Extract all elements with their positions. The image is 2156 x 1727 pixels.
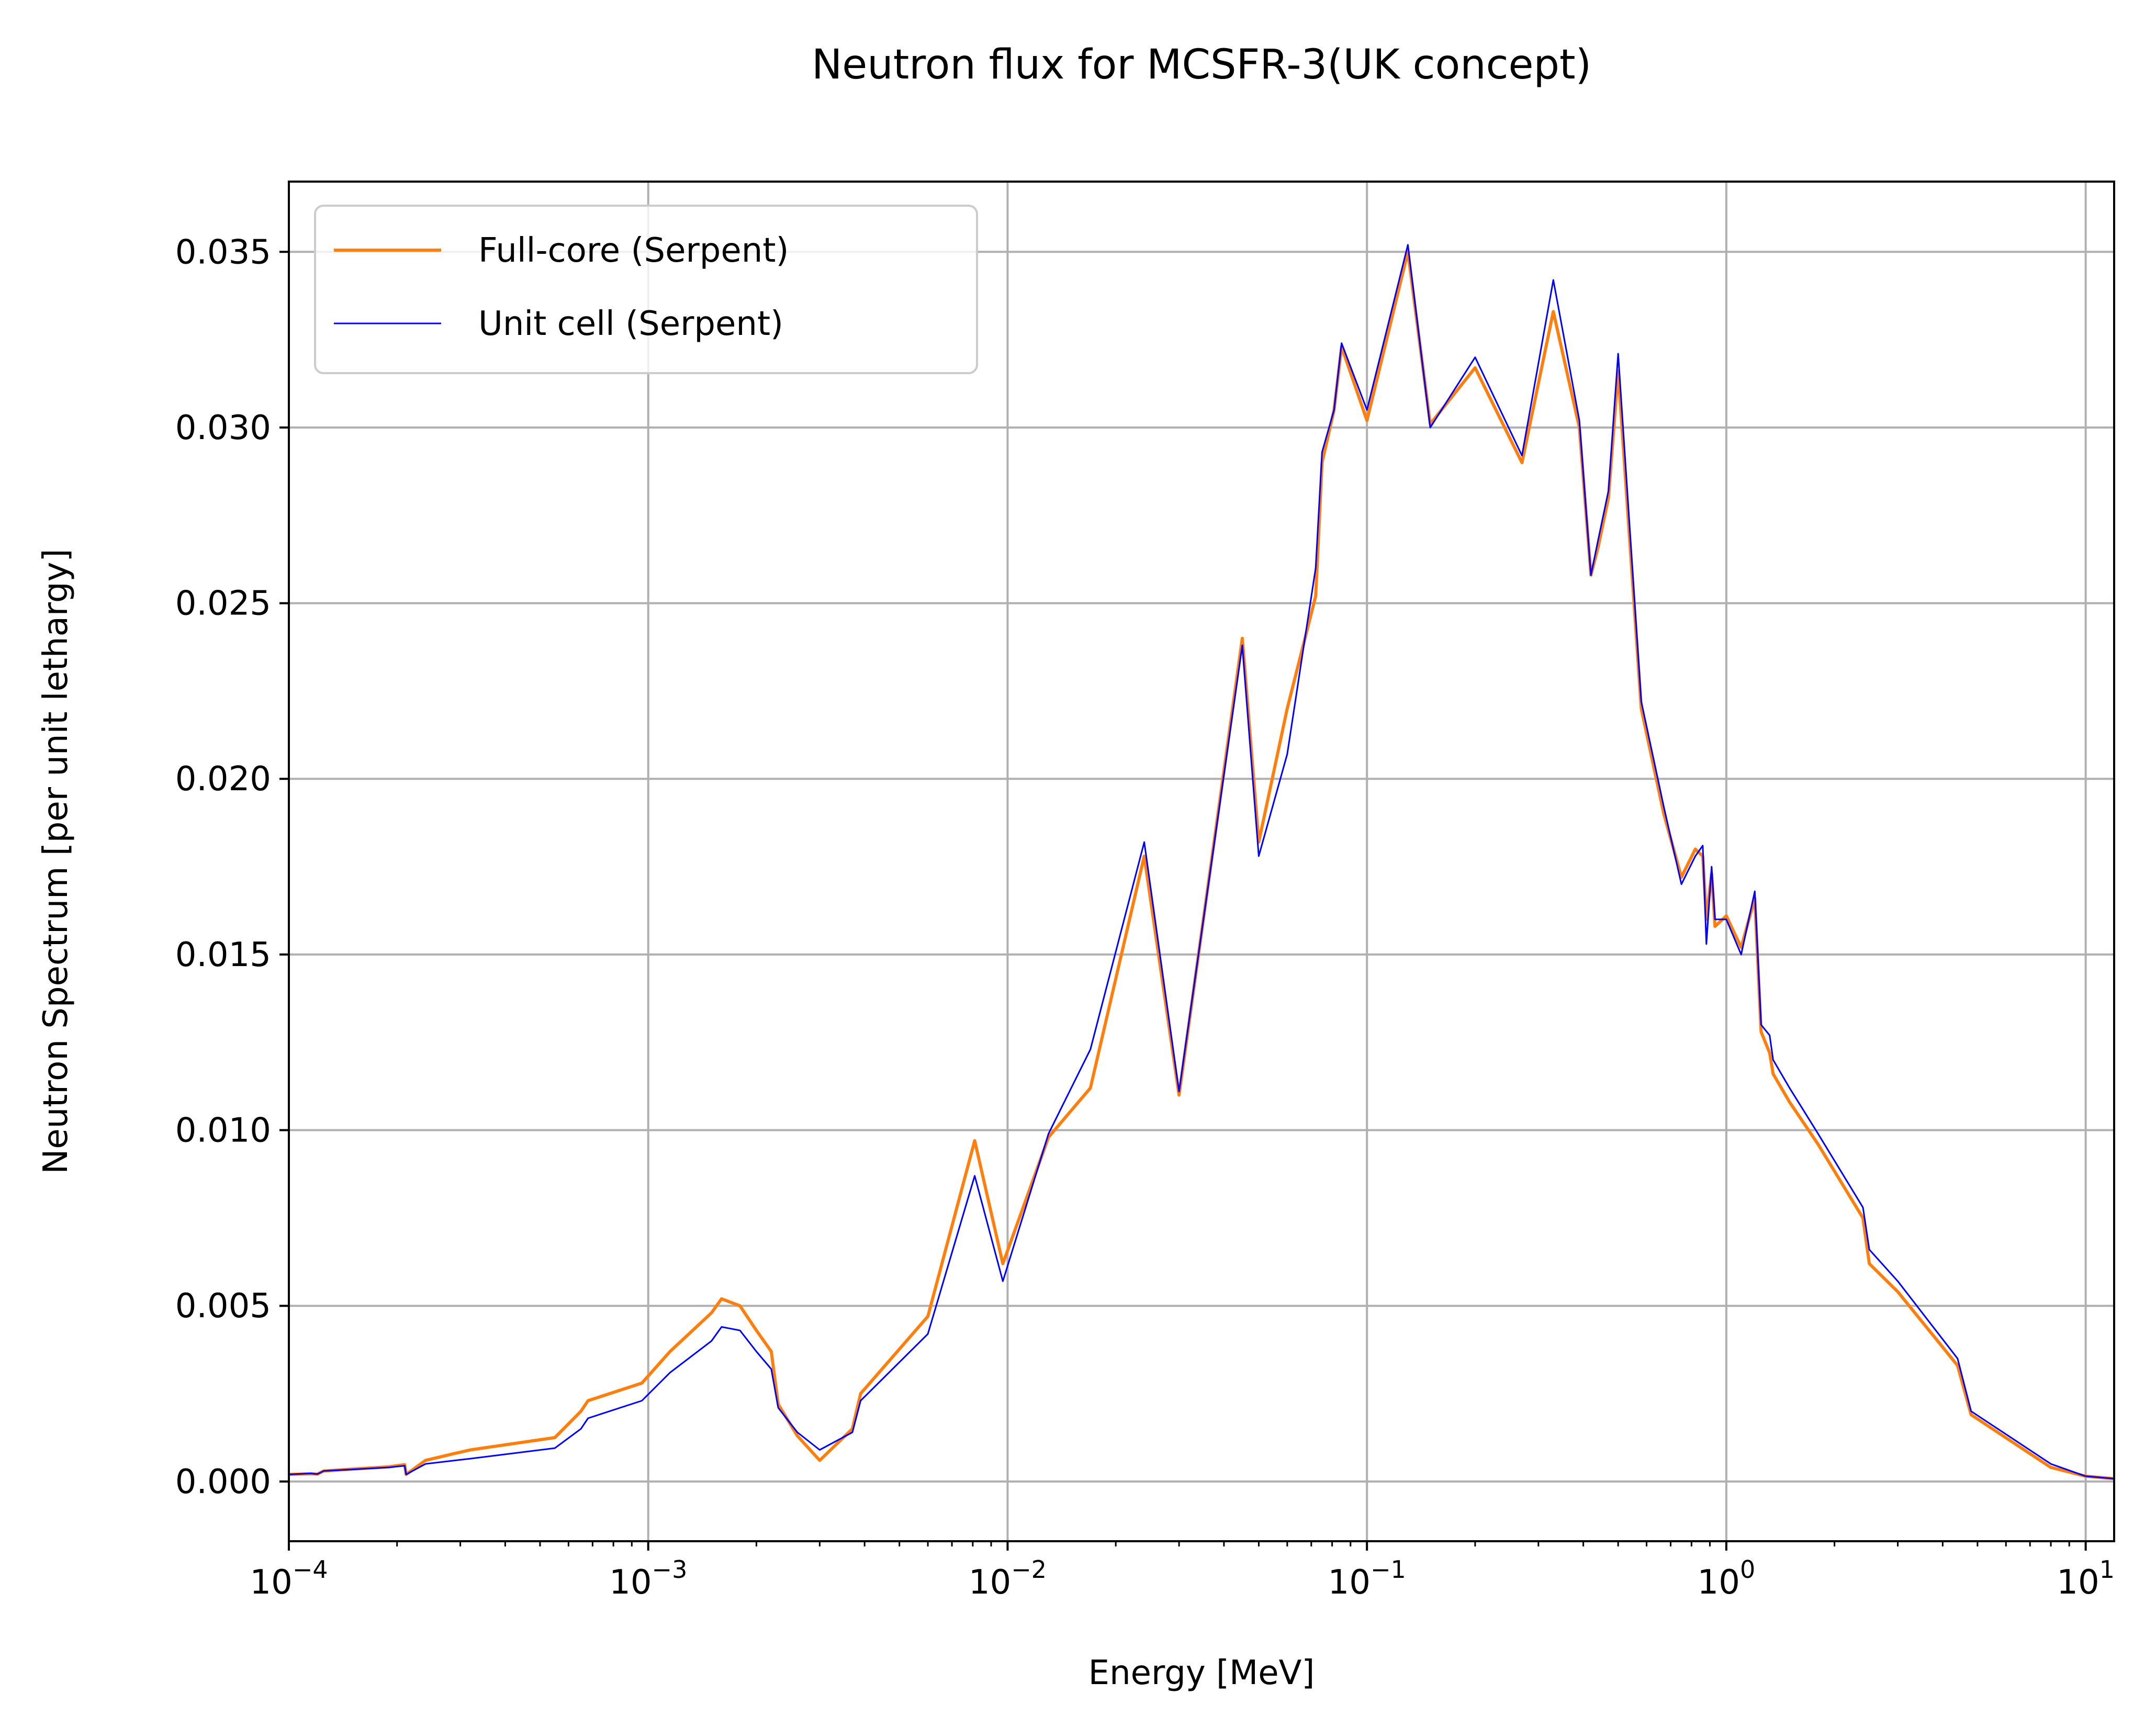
x-tick-base: 10 xyxy=(609,1563,652,1602)
legend-label-full-core: Full-core (Serpent) xyxy=(478,231,789,270)
legend-label-unit-cell: Unit cell (Serpent) xyxy=(478,305,783,343)
legend: Full-core (Serpent) Unit cell (Serpent) xyxy=(314,205,978,374)
x-tick-base: 10 xyxy=(2057,1563,2099,1602)
y-tick-label: 0.030 xyxy=(175,409,271,447)
y-axis-label: Neutron Spectrum [per unit lethargy] xyxy=(37,549,75,1174)
x-tick-base: 10 xyxy=(250,1563,292,1602)
x-axis-label: Energy [MeV] xyxy=(1088,1654,1315,1692)
x-tick-label: 10−2 xyxy=(969,1555,1047,1602)
x-tick-label: 10−3 xyxy=(609,1555,687,1602)
series-lines xyxy=(288,244,2115,1481)
y-tick-label: 0.005 xyxy=(175,1287,271,1326)
x-tick-exponent: −2 xyxy=(1011,1555,1047,1584)
y-tick-label: 0.010 xyxy=(175,1112,271,1150)
x-tick-base: 10 xyxy=(1328,1563,1371,1602)
y-tick-label: 0.025 xyxy=(175,585,271,623)
y-tick-label: 0.000 xyxy=(175,1463,271,1501)
minor-ticks xyxy=(396,1541,2070,1546)
chart-title: Neutron flux for MCSFR-3(UK concept) xyxy=(812,41,1591,88)
x-tick-base: 10 xyxy=(969,1563,1011,1602)
x-axis-ticks: 10−4 10−3 10−2 10−1 100 101 xyxy=(250,1541,2115,1602)
x-tick-exponent: −3 xyxy=(652,1555,688,1584)
legend-box xyxy=(314,205,978,374)
x-tick-base: 10 xyxy=(1698,1563,1740,1602)
x-tick-label: 10−1 xyxy=(1328,1555,1406,1602)
y-axis-ticks: 0.000 0.005 0.010 0.015 0.020 0.025 0.030 0.035 xyxy=(175,233,289,1501)
x-tick-exponent: 1 xyxy=(2099,1555,2115,1584)
x-tick-label: 100 xyxy=(1698,1555,1756,1602)
x-tick-exponent: −4 xyxy=(293,1555,328,1584)
x-tick-label: 101 xyxy=(2057,1555,2115,1602)
y-tick-label: 0.015 xyxy=(175,936,271,974)
series-line-unit-cell xyxy=(288,244,2115,1479)
x-tick-label: 10−4 xyxy=(250,1555,328,1602)
x-tick-exponent: 0 xyxy=(1740,1555,1755,1584)
y-tick-label: 0.020 xyxy=(175,760,271,799)
x-tick-exponent: −1 xyxy=(1371,1555,1406,1584)
plot-area-frame xyxy=(288,181,2115,1542)
y-tick-label: 0.035 xyxy=(175,233,271,272)
